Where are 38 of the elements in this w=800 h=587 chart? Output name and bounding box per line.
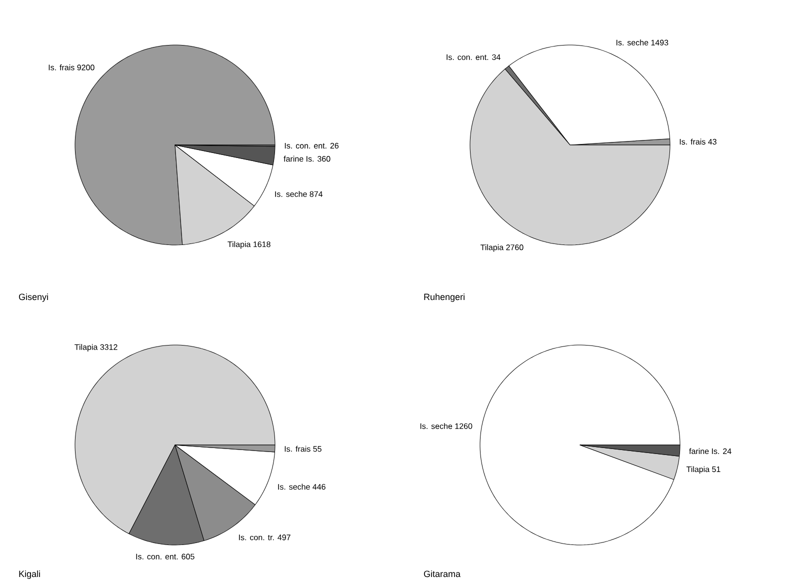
slice-label: Is. seche xyxy=(420,423,452,429)
data-label: 605 xyxy=(182,554,194,560)
slice-label: Tilapia xyxy=(74,344,98,352)
data-label: 26 xyxy=(330,142,339,149)
data-label: 34 xyxy=(492,54,500,60)
text: Gitarama xyxy=(424,570,461,578)
slice-label: Is. seche xyxy=(616,40,648,46)
slice-label: farine Is. xyxy=(689,448,719,454)
data-label: 9200 xyxy=(77,64,94,70)
data-label: 1260 xyxy=(455,423,472,429)
slice-label: Tilapia xyxy=(480,244,504,252)
slice-label: Is. con. ent. xyxy=(284,142,326,149)
slice-label: Is. frais xyxy=(284,446,310,452)
text: Ruhengeri xyxy=(424,293,464,302)
slice-label: Is. seche xyxy=(275,191,307,197)
slice-label: Tilapia xyxy=(228,241,251,249)
text: Gisenyi xyxy=(18,293,48,302)
slice-label: Is. con. tr. xyxy=(239,534,274,540)
slice-label: Is. con. ent. xyxy=(446,54,488,60)
slice-label: Tilapia xyxy=(686,466,710,474)
text: Kigali xyxy=(19,570,40,579)
data-label: 1618 xyxy=(254,241,270,248)
slice-label: Is. con. ent. xyxy=(136,554,178,560)
slice-label: farine Is. xyxy=(284,156,314,162)
data-label: 55 xyxy=(313,446,322,452)
data-label: 446 xyxy=(312,484,326,490)
slice-label: Is. seche xyxy=(278,484,310,490)
data-label: 43 xyxy=(708,138,716,145)
data-label: 874 xyxy=(310,191,323,197)
data-label: 3312 xyxy=(100,344,118,350)
data-label: 497 xyxy=(278,534,290,540)
slice-label: Is. frais xyxy=(48,64,74,70)
slice-label: Is. frais xyxy=(680,138,706,145)
data-label: 1493 xyxy=(651,40,668,46)
data-label: 360 xyxy=(318,156,330,162)
data-label: 2760 xyxy=(506,244,524,250)
data-label: 24 xyxy=(723,448,732,454)
data-label: 51 xyxy=(712,466,720,472)
